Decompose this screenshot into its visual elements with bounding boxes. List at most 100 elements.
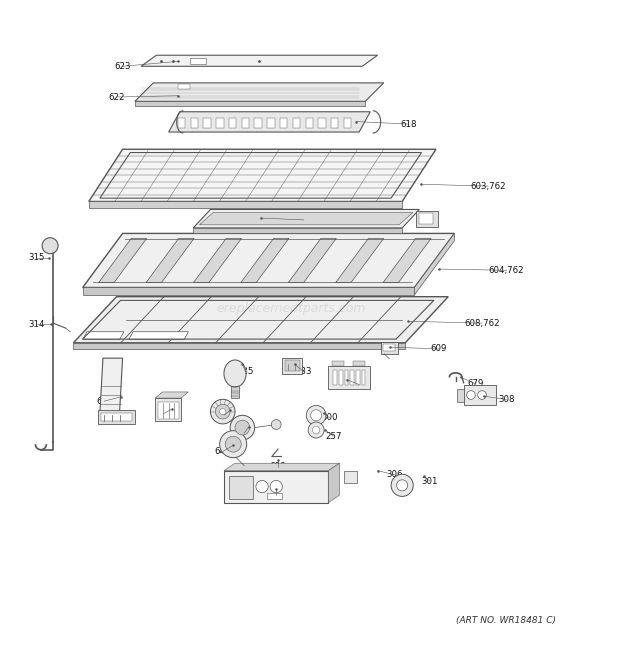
Text: 308: 308: [498, 395, 515, 404]
Polygon shape: [414, 233, 454, 295]
Polygon shape: [224, 463, 340, 471]
Polygon shape: [200, 213, 413, 225]
Polygon shape: [82, 332, 124, 340]
Text: 609: 609: [431, 344, 447, 354]
Circle shape: [215, 405, 230, 419]
FancyBboxPatch shape: [190, 58, 206, 64]
Circle shape: [467, 391, 476, 399]
FancyBboxPatch shape: [332, 361, 344, 366]
Text: 257: 257: [325, 432, 342, 441]
Circle shape: [225, 436, 241, 452]
FancyBboxPatch shape: [231, 386, 239, 398]
FancyBboxPatch shape: [203, 118, 211, 128]
Text: 323: 323: [351, 380, 368, 389]
FancyBboxPatch shape: [178, 84, 190, 89]
Circle shape: [306, 405, 326, 425]
Circle shape: [391, 475, 413, 496]
FancyBboxPatch shape: [280, 118, 287, 128]
Circle shape: [230, 415, 255, 440]
Text: 304: 304: [156, 409, 172, 418]
FancyBboxPatch shape: [224, 471, 329, 502]
Text: 608,762: 608,762: [464, 319, 500, 328]
Text: 309: 309: [268, 490, 285, 500]
Polygon shape: [146, 239, 194, 282]
Text: 305: 305: [216, 410, 232, 420]
Text: 603,762: 603,762: [471, 182, 506, 190]
Polygon shape: [224, 360, 246, 387]
FancyBboxPatch shape: [350, 369, 354, 385]
Text: 622: 622: [108, 93, 125, 102]
Polygon shape: [73, 343, 405, 349]
FancyBboxPatch shape: [344, 471, 357, 483]
Text: 624: 624: [96, 397, 112, 406]
Text: 680: 680: [270, 463, 286, 471]
Polygon shape: [335, 239, 384, 282]
FancyBboxPatch shape: [331, 118, 339, 128]
Text: 315: 315: [29, 254, 45, 262]
FancyBboxPatch shape: [381, 342, 398, 354]
Circle shape: [308, 422, 324, 438]
Polygon shape: [82, 233, 454, 288]
Text: 433: 433: [296, 367, 312, 376]
Circle shape: [256, 481, 268, 492]
FancyBboxPatch shape: [345, 369, 348, 385]
FancyBboxPatch shape: [216, 118, 224, 128]
Polygon shape: [169, 112, 370, 132]
Text: 604,762: 604,762: [489, 266, 525, 275]
FancyBboxPatch shape: [458, 389, 465, 403]
Text: 606: 606: [296, 215, 312, 224]
FancyBboxPatch shape: [329, 366, 370, 389]
Text: 306: 306: [386, 471, 403, 479]
Polygon shape: [241, 239, 289, 282]
Polygon shape: [383, 239, 431, 282]
Text: 435: 435: [237, 367, 254, 376]
Circle shape: [219, 408, 226, 414]
FancyBboxPatch shape: [416, 211, 438, 227]
Text: (ART NO. WR18481 C): (ART NO. WR18481 C): [456, 616, 556, 625]
FancyBboxPatch shape: [178, 118, 185, 128]
FancyBboxPatch shape: [361, 369, 365, 385]
Text: 314: 314: [29, 320, 45, 329]
FancyBboxPatch shape: [318, 118, 326, 128]
Circle shape: [210, 399, 235, 424]
FancyBboxPatch shape: [383, 344, 396, 352]
Polygon shape: [82, 288, 414, 295]
Circle shape: [312, 426, 320, 434]
FancyBboxPatch shape: [254, 118, 262, 128]
Polygon shape: [193, 228, 402, 233]
Polygon shape: [99, 239, 147, 282]
FancyBboxPatch shape: [101, 413, 132, 422]
FancyBboxPatch shape: [339, 369, 343, 385]
Text: 679: 679: [467, 379, 484, 389]
FancyBboxPatch shape: [242, 118, 249, 128]
FancyBboxPatch shape: [191, 118, 198, 128]
FancyBboxPatch shape: [464, 385, 495, 405]
FancyBboxPatch shape: [293, 118, 300, 128]
FancyBboxPatch shape: [157, 402, 179, 419]
FancyBboxPatch shape: [229, 475, 254, 499]
Text: 648: 648: [215, 447, 231, 456]
FancyBboxPatch shape: [334, 369, 337, 385]
Text: 300: 300: [321, 413, 338, 422]
Text: 301: 301: [422, 477, 438, 486]
Polygon shape: [135, 101, 365, 106]
Circle shape: [42, 238, 58, 254]
Polygon shape: [89, 202, 402, 208]
Circle shape: [219, 431, 247, 457]
FancyBboxPatch shape: [306, 118, 313, 128]
FancyBboxPatch shape: [229, 118, 236, 128]
Polygon shape: [155, 392, 188, 398]
FancyBboxPatch shape: [419, 213, 433, 224]
Polygon shape: [288, 239, 336, 282]
Circle shape: [311, 410, 322, 421]
Circle shape: [478, 391, 486, 399]
Polygon shape: [100, 358, 123, 413]
Text: 623: 623: [114, 61, 131, 71]
Polygon shape: [135, 83, 384, 101]
Polygon shape: [329, 463, 340, 502]
Polygon shape: [141, 56, 378, 66]
FancyBboxPatch shape: [356, 369, 360, 385]
Polygon shape: [129, 332, 188, 340]
Text: ereplacementparts.com: ereplacementparts.com: [217, 303, 366, 315]
Polygon shape: [89, 149, 436, 202]
